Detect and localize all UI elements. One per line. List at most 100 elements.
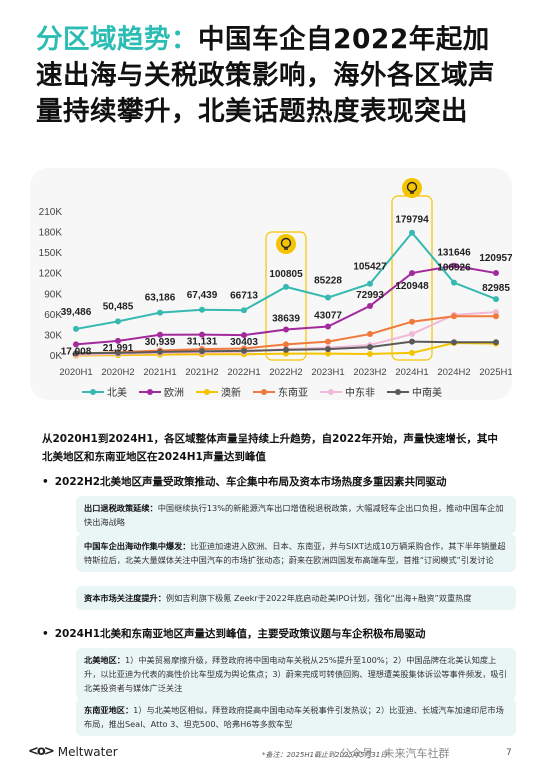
section1-item-2-text: 比亚迪加速进入欧洲、日本、东南亚，并与SIXT达成10万辆采购合作，其下半年销量… xyxy=(84,541,506,565)
legend-item: 中东非 xyxy=(320,384,375,399)
legend-label: 澳新 xyxy=(221,388,241,399)
title-rest: 中国车企自2022年起加速出海与关税政策影响，海外各区域声量持续攀升，北美话题热… xyxy=(36,24,495,127)
series-point xyxy=(409,349,415,356)
meltwater-logo: <o> Meltwater xyxy=(28,744,118,759)
brand-name: Meltwater xyxy=(57,744,118,759)
x-tick-label: 2024H1 xyxy=(395,367,428,378)
data-label: 100805 xyxy=(269,269,303,280)
section1-item-3-label: 资本市场关注度提升： xyxy=(84,593,166,603)
data-label: 50,485 xyxy=(103,301,134,312)
data-label: 30403 xyxy=(230,337,258,348)
data-label: 106926 xyxy=(437,263,471,274)
x-tick-label: 2023H2 xyxy=(353,367,386,378)
series-point xyxy=(283,346,289,353)
series-point xyxy=(241,307,247,314)
data-label: 30,939 xyxy=(145,337,176,348)
data-label: 31,131 xyxy=(187,337,218,348)
series-point xyxy=(157,348,163,355)
series-point xyxy=(409,331,415,338)
series-point xyxy=(451,279,457,286)
y-tick-label: 60K xyxy=(44,310,62,321)
legend-swatch xyxy=(196,388,218,395)
section1-item-1-text: 中国继续执行13%的新能源汽车出口增值税退税政策，大幅减轻车企出口负担，推动中国… xyxy=(84,503,504,527)
x-tick-label: 2021H2 xyxy=(185,367,218,378)
series-point xyxy=(367,280,373,287)
data-label: 39,486 xyxy=(61,307,92,318)
legend-swatch xyxy=(387,388,409,395)
legend-swatch xyxy=(139,388,161,395)
y-tick-label: 210K xyxy=(39,207,63,218)
legend-swatch xyxy=(82,388,104,395)
legend-label: 东南亚 xyxy=(278,388,308,399)
series-point xyxy=(283,326,289,333)
section2-item-2: 东南亚地区：1）与北美地区相似，拜登政府提高中国电动车关税事件引发热议；2）比亚… xyxy=(76,698,516,736)
section1-item-2-label: 中国车企出海动作集中爆发： xyxy=(84,541,191,551)
data-label: 120948 xyxy=(395,281,429,292)
x-tick-label: 2022H2 xyxy=(269,367,302,378)
page-title: 分区域趋势：中国车企自2022年起加速出海与关税政策影响，海外各区域声量持续攀升… xyxy=(36,22,506,130)
watermark: 公众号 · 未来汽车社群 xyxy=(340,747,450,760)
y-tick-label: 180K xyxy=(39,228,63,239)
series-point xyxy=(451,313,457,320)
lightbulb-icon xyxy=(280,237,292,249)
meltwater-logo-icon: <o> xyxy=(28,744,55,759)
x-tick-label: 2023H1 xyxy=(311,367,344,378)
data-label: 66713 xyxy=(230,290,258,301)
series-point xyxy=(241,332,247,339)
data-label: 43077 xyxy=(314,310,342,321)
data-label: 17,008 xyxy=(61,346,92,357)
data-label: 72993 xyxy=(356,290,384,301)
series-point xyxy=(367,344,373,351)
data-label: 38639 xyxy=(272,314,300,325)
y-tick-label: 150K xyxy=(39,248,63,259)
series-point xyxy=(493,339,499,346)
series-point xyxy=(325,323,331,330)
x-tick-label: 2020H1 xyxy=(59,367,92,378)
data-label: 179794 xyxy=(395,215,429,226)
section2-item-1-label: 北美地区： xyxy=(84,655,125,665)
legend-item: 中南美 xyxy=(387,384,442,399)
series-point xyxy=(409,229,415,236)
legend-item: 北美 xyxy=(82,384,127,399)
section2-item-1: 北美地区：1）中美贸易摩擦升级，拜登政府将中国电动车关税从25%提升至100%；… xyxy=(76,648,516,700)
series-point xyxy=(493,296,499,303)
series-point xyxy=(115,337,121,344)
x-tick-label: 2025H1 xyxy=(479,367,512,378)
chart-card: 0K 30K 60K 90K 120K 150K 180K 210K 2020H1 2020H2 2… xyxy=(30,168,512,400)
data-label: 131646 xyxy=(437,248,471,259)
series-point xyxy=(493,270,499,277)
chart-legend: 北美 欧洲 澳新 东南亚 中东非 中南美 xyxy=(82,384,512,399)
y-tick-label: 0K xyxy=(50,351,63,362)
series-point xyxy=(115,349,121,356)
lightbulb-badge xyxy=(402,178,422,198)
series-point xyxy=(493,313,499,320)
footnote: *备注：2025H1截止到2025年5月31日 xyxy=(262,751,388,759)
title-accent: 分区域趋势： xyxy=(36,24,198,55)
data-label: 82985 xyxy=(482,283,510,294)
section2-item-2-text: 1）与北美地区相似，拜登政府提高中国电动车关税事件引发热议；2）比亚迪、长城汽车… xyxy=(84,705,504,729)
series-point xyxy=(325,350,331,357)
section1-item-1: 出口退税政策延续：中国继续执行13%的新能源汽车出口增值税退税政策，大幅减轻车企… xyxy=(76,496,516,534)
data-label: 105427 xyxy=(353,262,387,273)
data-label: 63,186 xyxy=(145,293,176,304)
line-chart: 0K 30K 60K 90K 120K 150K 180K 210K 2020H1 2020H2 2… xyxy=(39,178,512,378)
data-label: 120957 xyxy=(479,253,512,264)
section2-item-1-text: 1）中美贸易摩擦升级，拜登政府将中国电动车关税从25%提升至100%；2）中国品… xyxy=(84,655,507,693)
legend-label: 中南美 xyxy=(412,388,442,399)
series-point xyxy=(325,338,331,345)
x-tick-label: 2022H1 xyxy=(227,367,260,378)
section2-heading: 2024H1北美和东南亚地区声量达到峰值，主要受政策议题与车企积极布局驱动 xyxy=(42,626,512,641)
series-point xyxy=(325,294,331,301)
legend-label: 北美 xyxy=(107,388,127,399)
legend-swatch xyxy=(320,388,342,395)
series-point xyxy=(241,347,247,354)
series-point xyxy=(73,325,79,332)
series-point xyxy=(157,331,163,338)
series-point xyxy=(73,341,79,348)
series-point xyxy=(367,350,373,357)
y-tick-label: 30K xyxy=(44,330,62,341)
x-tick-label: 2020H2 xyxy=(101,367,134,378)
data-label: 85228 xyxy=(314,276,342,287)
series-point xyxy=(199,348,205,355)
y-tick-label: 120K xyxy=(39,269,63,280)
